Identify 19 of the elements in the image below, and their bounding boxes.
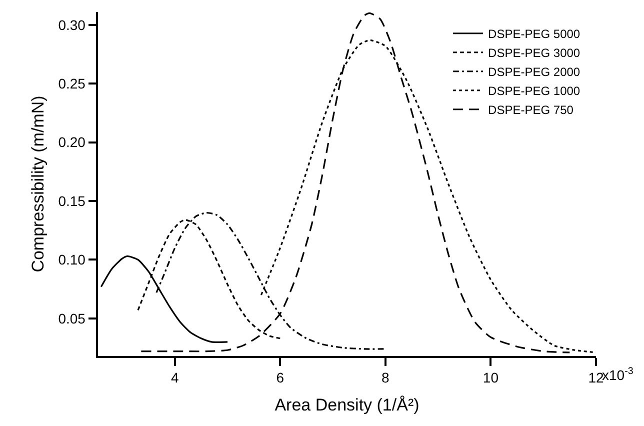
x-tick-label: 6 xyxy=(276,370,284,386)
y-tick-label: 0.10 xyxy=(58,252,86,268)
legend-label: DSPE-PEG 1000 xyxy=(488,84,580,98)
legend-label: DSPE-PEG 3000 xyxy=(488,46,580,60)
text: x10$^{-3}$ xyxy=(602,366,634,383)
x-axis-title: Area Density (1/Å²) xyxy=(274,395,420,414)
x-tick-label: 12 xyxy=(588,370,604,386)
legend-label: DSPE-PEG 5000 xyxy=(488,27,580,42)
y-tick-label: 0.20 xyxy=(58,134,86,150)
x-tick-label: 4 xyxy=(170,370,179,386)
legend-label: DSPE-PEG 750 xyxy=(488,103,574,118)
x-tick-label: 10 xyxy=(482,370,499,386)
y-axis-title: Compressibility (m/mN) xyxy=(28,96,48,272)
y-tick-label: 0.25 xyxy=(58,76,86,92)
y-tick-label: 0.05 xyxy=(58,310,86,326)
y-tick-label: 0.30 xyxy=(58,16,86,33)
y-tick-label: 0.15 xyxy=(58,192,86,209)
legend-label: DSPE-PEG 2000 xyxy=(488,65,580,80)
x-tick-label: 8 xyxy=(382,370,390,386)
